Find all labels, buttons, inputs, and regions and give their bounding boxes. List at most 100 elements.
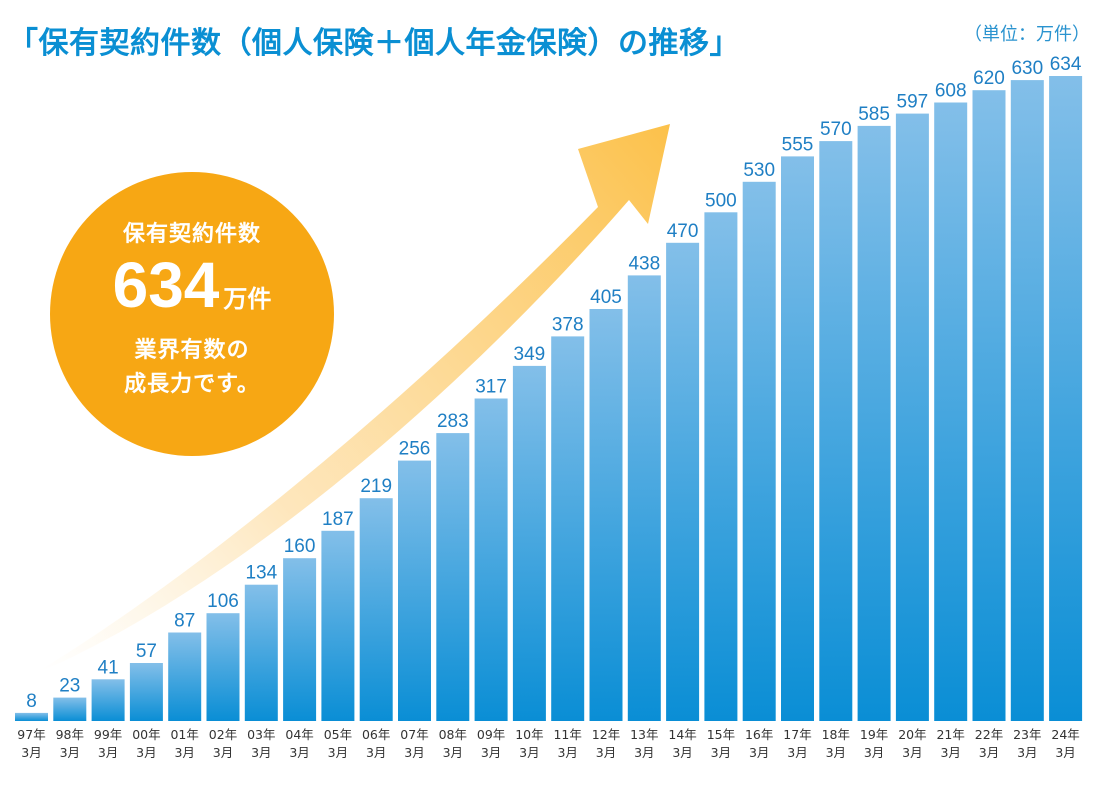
x-label-month-24: 3月 [940,745,960,760]
value-labels-group: 8 23 41 57 87 106 134 160 187 219 256 283 317 349 378 4… [26,54,1082,712]
x-label-month-16: 3月 [634,745,654,760]
x-label-year-11: 08年 [439,727,467,742]
x-label-year-21: 18年 [822,727,850,742]
x-label-month-18: 3月 [711,745,731,760]
x-label-year-26: 23年 [1013,727,1041,742]
bar-3 [129,663,163,721]
x-label-month-22: 3月 [864,745,884,760]
bar-10 [398,460,431,721]
x-label-year-6: 03年 [247,727,275,742]
x-label-month-15: 3月 [596,745,616,760]
x-label-month-1: 3月 [60,745,80,760]
x-label-month-21: 3月 [826,745,846,760]
x-label-year-13: 10年 [515,727,543,742]
x-label-month-14: 3月 [557,745,577,760]
value-label-6: 134 [245,563,277,584]
x-label-month-23: 3月 [902,745,922,760]
bar-16 [627,275,661,721]
badge-number: 634 [112,249,220,321]
value-label-0: 8 [26,691,37,712]
bar-5 [206,613,240,721]
x-label-year-25: 22年 [975,727,1003,742]
badge-number-unit: 万件 [223,285,272,313]
x-label-year-24: 21年 [936,727,964,742]
value-label-16: 438 [628,253,660,274]
x-label-month-0: 3月 [21,745,41,760]
bar-22 [857,125,891,721]
x-label-month-10: 3月 [404,745,424,760]
x-label-month-25: 3月 [979,745,999,760]
x-label-year-12: 09年 [477,727,505,742]
x-label-year-14: 11年 [553,727,581,742]
x-label-year-27: 24年 [1051,727,1079,742]
x-label-month-19: 3月 [749,745,769,760]
value-label-19: 530 [743,160,775,181]
x-label-month-17: 3月 [672,745,692,760]
x-label-month-27: 3月 [1055,745,1075,760]
value-label-24: 608 [935,81,967,102]
bar-25 [972,90,1006,721]
x-label-year-18: 15年 [707,727,735,742]
x-label-year-2: 99年 [94,727,122,742]
bar-24 [934,102,968,721]
value-label-27: 634 [1050,54,1082,75]
x-label-year-7: 04年 [285,727,313,742]
bar-0 [15,712,48,721]
value-label-7: 160 [284,536,316,557]
x-label-year-4: 01年 [170,727,198,742]
bar-26 [1010,80,1044,722]
x-label-year-0: 97年 [17,727,45,742]
x-label-year-19: 16年 [745,727,773,742]
bar-11 [436,433,470,721]
bar-27 [1049,76,1083,721]
growth-arrow [30,124,670,676]
x-label-year-15: 12年 [592,727,620,742]
bar-17 [666,242,700,722]
value-label-8: 187 [322,509,354,530]
unit-label: （単位：万件） [964,24,1090,45]
value-label-3: 57 [136,641,157,662]
bar-20 [781,156,814,721]
x-axis-labels-group: 97年 3月 98年 3月 99年 3月 00年 3月 01年 3月 02年 3月 03年 3月 04年 3月… [17,727,1080,760]
highlight-badge: 保有契約件数 634 万件 業界有数の 成長力です。 [50,172,334,456]
x-label-year-9: 06年 [362,727,390,742]
value-label-23: 597 [897,92,929,113]
value-label-25: 620 [973,68,1005,89]
bar-7 [283,558,317,721]
value-label-26: 630 [1011,58,1043,79]
x-label-month-2: 3月 [98,745,118,760]
bar-4 [168,632,202,721]
value-label-1: 23 [59,676,80,697]
x-label-month-5: 3月 [213,745,233,760]
bar-1 [53,697,87,721]
bar-15 [589,309,623,721]
value-label-4: 87 [174,611,195,632]
bar-14 [551,336,585,721]
value-label-10: 256 [399,439,431,460]
badge-label: 保有契約件数 [122,222,261,247]
bar-8 [321,530,355,721]
x-label-year-22: 19年 [860,727,888,742]
value-label-20: 555 [782,134,814,155]
x-label-month-9: 3月 [366,745,386,760]
bar-21 [819,141,853,722]
value-label-18: 500 [705,190,737,211]
x-label-year-1: 98年 [56,727,84,742]
value-label-11: 283 [437,411,469,432]
bar-13 [512,365,546,721]
bar-2 [91,679,125,721]
value-label-17: 470 [667,221,699,242]
value-label-21: 570 [820,119,852,140]
x-label-month-8: 3月 [328,745,348,760]
value-label-13: 349 [514,344,546,365]
bar-23 [895,113,929,722]
bar-18 [704,212,738,722]
value-label-9: 219 [360,476,392,497]
x-label-year-5: 02年 [209,727,237,742]
bar-12 [474,398,508,721]
value-label-14: 378 [552,314,584,335]
x-label-month-3: 3月 [136,745,156,760]
x-label-month-12: 3月 [481,745,501,760]
